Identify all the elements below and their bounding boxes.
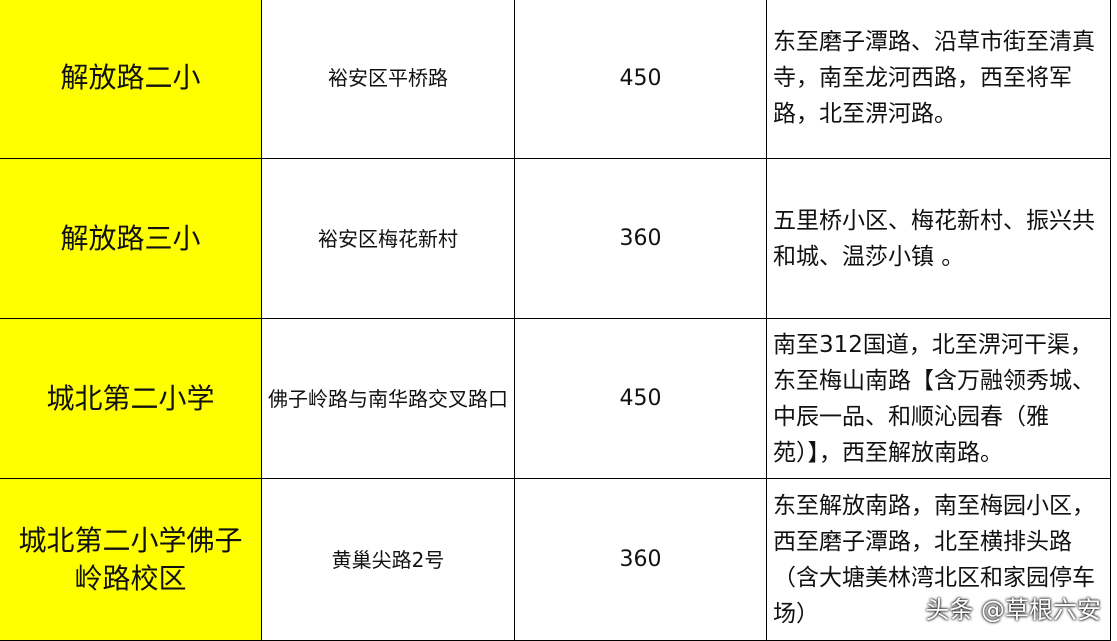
district: 东至磨子潭路、沿草市街至清真寺，南至龙河西路，西至将军路，北至淠河路。 (767, 0, 1111, 159)
address: 裕安区平桥路 (262, 0, 515, 159)
address: 裕安区梅花新村 (262, 159, 515, 319)
school-name: 解放路三小 (0, 159, 262, 319)
enrollment: 360 (515, 479, 767, 641)
district: 五里桥小区、梅花新村、振兴共和城、温莎小镇 。 (767, 159, 1111, 319)
school-name: 城北第二小学佛子岭路校区 (0, 479, 262, 641)
enrollment: 360 (515, 159, 767, 319)
enrollment: 450 (515, 0, 767, 159)
school-name: 解放路二小 (0, 0, 262, 159)
enrollment: 450 (515, 319, 767, 479)
address: 黄巢尖路2号 (262, 479, 515, 641)
district: 南至312国道，北至淠河干渠，东至梅山南路【含万融领秀城、中辰一品、和顺沁园春（… (767, 319, 1111, 479)
watermark: 头条 @草根六安 (925, 596, 1101, 624)
district: 东至解放南路，南至梅园小区，西至磨子潭路，北至横排头路（含大塘美林湾北区和家园停… (767, 479, 1111, 641)
school-name: 城北第二小学 (0, 319, 262, 479)
address: 佛子岭路与南华路交叉路口 (262, 319, 515, 479)
